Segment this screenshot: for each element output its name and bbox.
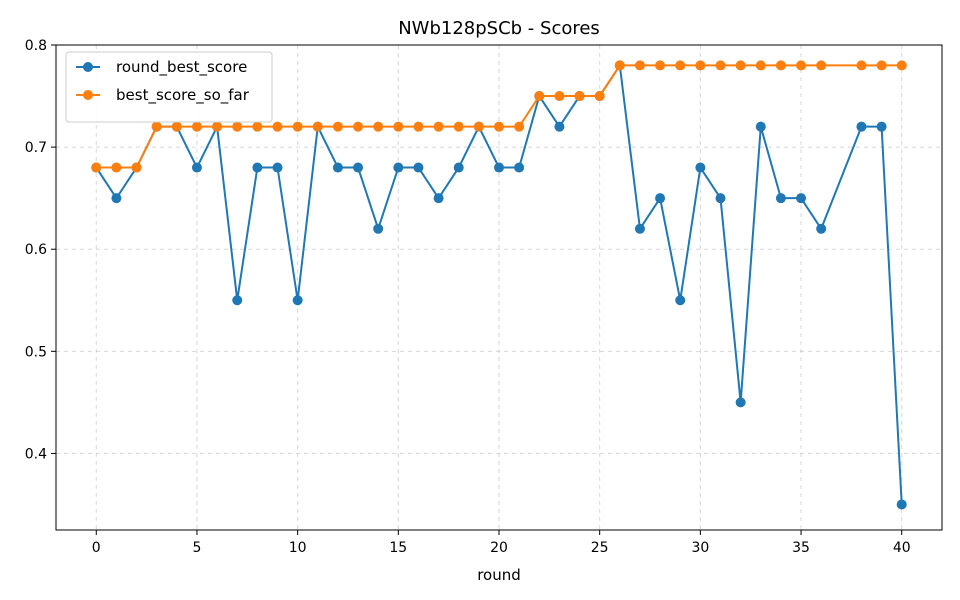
legend-swatch-marker (83, 62, 93, 72)
data-point (131, 162, 142, 173)
legend-swatch-marker (83, 90, 93, 100)
data-point (856, 60, 867, 71)
data-point (373, 223, 384, 234)
data-point (91, 162, 102, 173)
data-point (634, 60, 645, 71)
y-tick-label: 0.6 (25, 242, 47, 258)
ticks: 0 5 10 15 20 25 30 35 40 0.4 0.5 0.6 0.7 0.8 (25, 38, 911, 556)
series-line (95, 64, 903, 505)
data-point (796, 60, 807, 71)
data-point (232, 295, 243, 306)
data-point (332, 121, 343, 132)
data-point (735, 397, 746, 408)
data-point (453, 121, 464, 132)
data-point (755, 121, 766, 132)
x-tick-label: 30 (691, 540, 709, 556)
data-point (655, 193, 666, 204)
x-tick-label: 15 (389, 540, 407, 556)
data-point (393, 121, 404, 132)
data-point (413, 121, 424, 132)
x-tick-label: 20 (490, 540, 508, 556)
data-point (775, 60, 786, 71)
x-axis-label: round (477, 566, 521, 584)
data-point (675, 60, 686, 71)
data-point (433, 121, 444, 132)
data-point (151, 121, 162, 132)
data-point (171, 121, 182, 132)
data-point (212, 121, 223, 132)
data-point (796, 193, 807, 204)
data-point (494, 162, 504, 173)
data-point (876, 121, 887, 132)
data-point (111, 193, 122, 204)
data-point (514, 121, 525, 132)
data-point (655, 60, 666, 71)
data-point (634, 223, 645, 234)
y-tick-label: 0.4 (25, 446, 47, 462)
y-tick-label: 0.7 (25, 140, 47, 156)
data-point (353, 121, 364, 132)
chart-title: NWb128pSCb - Scores (398, 18, 600, 39)
data-point (232, 121, 243, 132)
data-point (715, 193, 726, 204)
x-tick-label: 40 (893, 540, 911, 556)
data-point (393, 162, 404, 173)
data-point (111, 162, 122, 173)
data-point (292, 121, 303, 132)
legend-label: best_score_so_far (116, 86, 250, 105)
data-point (614, 60, 625, 71)
data-point (775, 193, 786, 204)
data-point (514, 162, 525, 173)
data-point (353, 162, 364, 173)
data-point (755, 60, 766, 71)
legend-label: round_best_score (116, 58, 247, 77)
data-point (574, 91, 585, 102)
y-tick-label: 0.8 (25, 38, 47, 54)
data-point (876, 60, 887, 71)
x-tick-label: 10 (289, 540, 307, 556)
data-point (816, 223, 827, 234)
data-point (272, 162, 283, 173)
series-line (96, 64, 902, 169)
data-point (191, 162, 202, 173)
y-tick-label: 0.5 (25, 344, 47, 360)
data-point (332, 162, 343, 173)
data-point (373, 121, 384, 132)
data-point (715, 60, 726, 71)
legend-item: round_best_score (76, 58, 247, 77)
data-point (191, 121, 202, 132)
data-point (594, 91, 605, 102)
data-point (695, 162, 706, 173)
series-best-score-so-far (91, 60, 907, 173)
data-point (473, 121, 484, 132)
data-point (816, 60, 827, 71)
data-point (554, 91, 565, 102)
x-tick-label: 35 (792, 540, 810, 556)
data-point (413, 162, 424, 173)
series-layer (91, 60, 907, 510)
data-point (292, 295, 303, 306)
data-point (272, 121, 283, 132)
x-tick-label: 5 (192, 540, 201, 556)
data-point (896, 60, 907, 71)
legend-item: best_score_so_far (76, 86, 250, 105)
data-point (856, 121, 867, 132)
data-point (695, 60, 706, 71)
data-point (433, 193, 444, 204)
data-point (312, 121, 323, 132)
data-point (453, 162, 464, 173)
data-point (675, 295, 686, 306)
legend: round_best_score best_score_so_far (65, 51, 273, 123)
data-point (896, 499, 907, 510)
legend-box (65, 51, 273, 123)
x-tick-label: 0 (92, 540, 101, 556)
data-point (252, 121, 263, 132)
data-point (554, 121, 565, 132)
data-point (735, 60, 746, 71)
data-point (534, 91, 545, 102)
x-tick-label: 25 (591, 540, 609, 556)
data-point (494, 121, 504, 132)
data-point (252, 162, 263, 173)
